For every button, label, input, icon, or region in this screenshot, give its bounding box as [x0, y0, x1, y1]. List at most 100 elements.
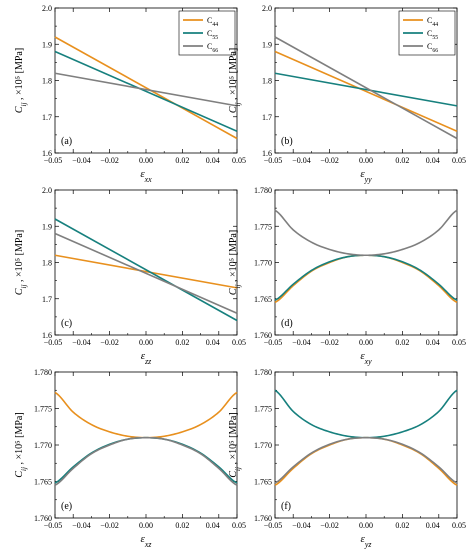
y-tick-label: 1.9: [262, 40, 272, 49]
series-line-C55: [274, 254, 458, 301]
x-tick-label: 0.00: [139, 521, 153, 530]
y-tick-label: 1.765: [34, 478, 52, 487]
series-line-C66: [274, 436, 458, 484]
x-tick-label: −0.05: [44, 521, 63, 530]
x-tick-label: 0.04: [206, 338, 220, 347]
series-line-C44: [54, 391, 238, 439]
y-tick-label: 1.780: [254, 368, 272, 377]
series-line-C44: [274, 436, 458, 486]
panel-f: −0.05 −0.04 −0.02 0.00 0.02 0.04 0.05 1.760 1.76…: [228, 368, 466, 549]
x-tick-label: 0.00: [139, 156, 153, 165]
series-line-C66: [54, 72, 238, 107]
y-tick-label: 1.770: [254, 259, 272, 268]
x-tick-label: 0.05: [232, 338, 246, 347]
y-tick-label: 1.8: [42, 259, 52, 268]
y-axis-label: Cij , ×10⁵ [MPa]: [228, 230, 242, 295]
panel-c: −0.05 −0.04 −0.02 0.00 0.02 0.04 0.05 1.6 1.7 1.8…: [14, 186, 246, 366]
x-axis-label: εyy: [360, 168, 372, 184]
legend-label-C66: C66: [207, 42, 218, 54]
axes-frame: [54, 189, 238, 336]
y-tick-label: 1.9: [42, 222, 52, 231]
x-tick-label: −0.04: [72, 521, 91, 530]
x-tick-label: 0.04: [206, 156, 220, 165]
x-tick-label: 0.02: [395, 338, 409, 347]
x-tick-label: −0.02: [100, 156, 119, 165]
y-tick-label: 1.780: [254, 186, 272, 195]
axes-frame: [274, 371, 458, 519]
y-tick-label: 1.760: [254, 514, 272, 523]
panel-a: −0.05 −0.04 −0.02 0.00 0.02 0.04 0.05 1.6 1.7 1.8…: [14, 4, 246, 184]
x-tick-label: −0.05: [44, 156, 63, 165]
axes-frame: [54, 371, 238, 519]
y-tick-label: 1.770: [254, 441, 272, 450]
panel-e: −0.05 −0.04 −0.02 0.00 0.02 0.04 0.05 1.760 1.76…: [14, 368, 246, 549]
y-tick-label: 1.760: [34, 514, 52, 523]
y-tick-label: 1.8: [42, 77, 52, 86]
x-tick-label: 0.02: [175, 338, 189, 347]
legend-label-C55: C55: [207, 29, 218, 41]
legend-label-C55: C55: [427, 29, 438, 41]
y-tick-label: 1.7: [42, 113, 52, 122]
y-tick-label: 1.6: [42, 331, 52, 340]
y-tick-label: 1.6: [42, 149, 52, 158]
x-tick-label: 0.02: [175, 521, 189, 530]
y-tick-label: 1.7: [42, 295, 52, 304]
x-tick-label: 0.02: [395, 156, 409, 165]
y-tick-label: 1.765: [254, 478, 272, 487]
x-tick-label: −0.04: [72, 156, 91, 165]
series-line-C66: [54, 232, 238, 314]
legend-label-C44: C44: [207, 16, 218, 28]
x-tick-label: −0.02: [100, 521, 119, 530]
x-tick-label: −0.02: [320, 156, 339, 165]
panel-b: −0.05 −0.04 −0.02 0.00 0.02 0.04 0.05 1.6 1.7 1.8…: [228, 4, 466, 184]
y-tick-label: 1.7: [262, 113, 272, 122]
x-tick-label: −0.02: [100, 338, 119, 347]
x-tick-label: −0.04: [292, 521, 311, 530]
x-tick-label: −0.05: [264, 521, 283, 530]
x-tick-label: −0.02: [320, 521, 339, 530]
x-tick-label: −0.04: [292, 338, 311, 347]
series-line-C44: [54, 36, 238, 140]
series-line-C55: [54, 50, 238, 132]
x-tick-label: 0.05: [452, 521, 466, 530]
panel-label: (e): [61, 501, 72, 512]
series-line-C44: [274, 254, 458, 304]
series-line-C66: [274, 209, 458, 257]
legend-label-C66: C66: [427, 42, 438, 54]
x-axis-label: εzz: [141, 350, 152, 366]
y-tick-label: 1.9: [42, 40, 52, 49]
series-line-C55: [274, 389, 458, 439]
x-axis-label: εxz: [141, 533, 152, 549]
x-tick-label: 0.02: [175, 156, 189, 165]
x-axis-label: εyz: [361, 533, 372, 549]
y-tick-label: 1.775: [254, 222, 272, 231]
y-tick-label: 1.770: [34, 441, 52, 450]
x-tick-label: 0.00: [359, 521, 373, 530]
series-line-C66: [54, 436, 238, 486]
legend-box: [178, 10, 236, 56]
x-tick-label: 0.00: [359, 338, 373, 347]
y-tick-label: 1.6: [262, 149, 272, 158]
axes-frame: [274, 189, 458, 336]
x-axis-label: εxy: [360, 350, 372, 366]
y-axis-label: Cij , ×10⁵ [MPa]: [14, 48, 28, 113]
panel-label: (a): [61, 136, 72, 147]
y-tick-label: 1.765: [254, 295, 272, 304]
x-tick-label: 0.04: [206, 521, 220, 530]
x-tick-label: −0.02: [320, 338, 339, 347]
x-tick-label: 0.04: [426, 156, 440, 165]
panel-label: (f): [281, 501, 291, 512]
y-tick-label: 1.775: [254, 405, 272, 414]
x-axis-label: εxx: [140, 168, 152, 184]
x-tick-label: 0.05: [452, 338, 466, 347]
x-tick-label: −0.05: [264, 156, 283, 165]
y-tick-label: 2.0: [262, 4, 272, 13]
x-tick-label: 0.05: [452, 156, 466, 165]
panel-label: (d): [281, 318, 293, 329]
x-tick-label: 0.04: [426, 521, 440, 530]
series-line-C55: [54, 218, 238, 322]
x-tick-label: 0.05: [232, 156, 246, 165]
